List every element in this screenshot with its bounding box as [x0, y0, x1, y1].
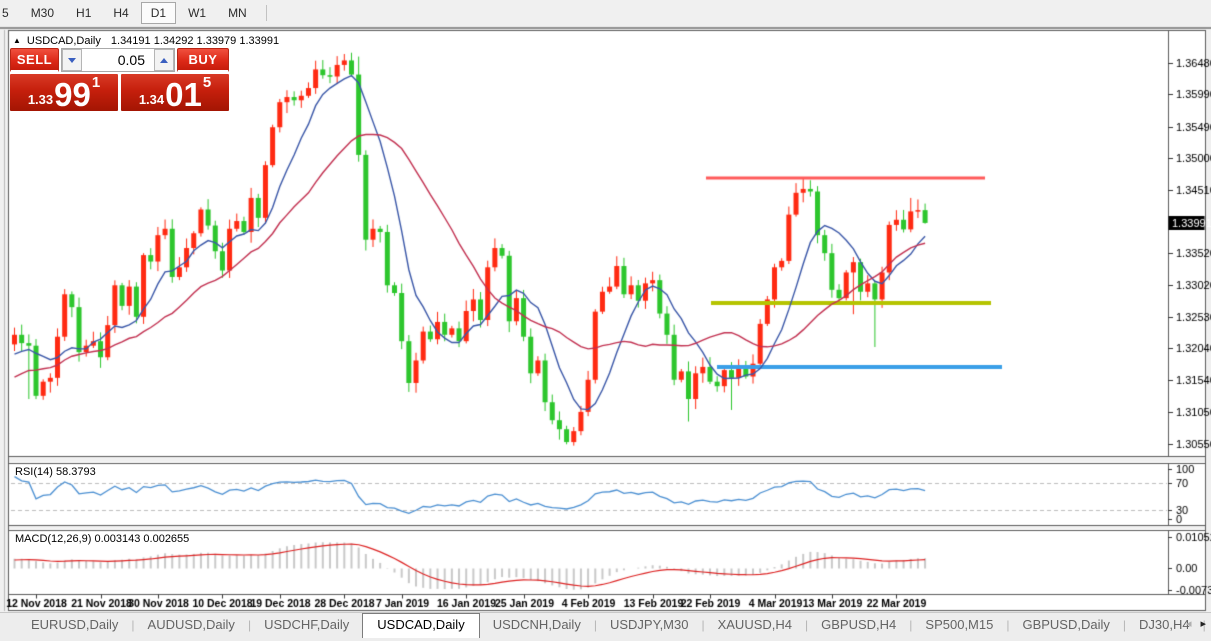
volume-spinner: 0.05: [61, 48, 175, 72]
timeframe-button-D1[interactable]: D1: [140, 2, 177, 24]
sell-price-prefix: 1.33: [27, 92, 54, 107]
chart-ohlc-values: 1.34191 1.34292 1.33979 1.33991: [110, 35, 280, 47]
timeframe-button-MN[interactable]: MN: [218, 2, 257, 24]
chart-tab-active[interactable]: USDCAD,Daily: [362, 613, 480, 638]
volume-input[interactable]: 0.05: [82, 49, 154, 71]
triangle-up-icon: [160, 57, 168, 63]
chart-tab[interactable]: AUDUSD,Daily: [147, 617, 235, 632]
buy-button[interactable]: BUY: [177, 48, 229, 72]
sell-button[interactable]: SELL: [10, 48, 59, 72]
chart-tab[interactable]: XAUUSD,H4: [717, 617, 793, 632]
collapse-icon[interactable]: ▲: [13, 36, 21, 45]
chart-tab[interactable]: DJ30,H4: [1139, 617, 1190, 632]
rsi-pane-header: RSI(14) 58.3793: [15, 466, 96, 478]
chart-tab[interactable]: SP500,M15: [925, 617, 994, 632]
tab-separator: |: [1006, 618, 1010, 632]
tab-separator: |: [593, 618, 597, 632]
chart-tab[interactable]: GBPUSD,H4: [821, 617, 897, 632]
chart-tab[interactable]: USDCNH,Daily: [492, 617, 581, 632]
timeframe-toolbar: 5 M30 H1 H4 D1 W1 MN: [0, 0, 1211, 26]
chart-symbol-title: USDCAD,Daily: [26, 35, 101, 47]
sell-price[interactable]: 1.33 99 1: [10, 74, 118, 111]
tabs-scroll-left-icon[interactable]: ◂: [1185, 618, 1192, 630]
chart-tabs-bar: EURUSD,Daily | AUDUSD,Daily | USDCHF,Daily US…: [0, 612, 1211, 641]
tab-separator: |: [247, 618, 252, 632]
tab-separator: |: [1202, 618, 1206, 632]
chart-tab[interactable]: USDCHF,Daily: [264, 617, 350, 632]
sell-price-main: 99: [54, 75, 91, 113]
chart-tab[interactable]: TECH100,H1: [1206, 613, 1211, 637]
buy-price-pip: 5: [202, 74, 212, 91]
tab-separator: |: [805, 618, 809, 632]
triangle-down-icon: [68, 57, 76, 63]
timeframe-button-5[interactable]: 5: [0, 2, 19, 24]
timeframe-button-H1[interactable]: H1: [66, 2, 101, 24]
volume-increase-button[interactable]: [154, 49, 174, 71]
tabs-scroll-right-icon[interactable]: ▸: [1200, 618, 1206, 630]
buy-price-main: 01: [165, 75, 202, 113]
chart-tab[interactable]: GBPUSD,Daily: [1022, 617, 1110, 632]
timeframe-button-W1[interactable]: W1: [178, 2, 216, 24]
chart-title-row: ▲ USDCAD,Daily 1.34191 1.34292 1.33979 1…: [13, 35, 279, 47]
toolbar-separator: [265, 5, 267, 21]
timeframe-button-H4[interactable]: H4: [103, 2, 138, 24]
chart-tab[interactable]: USDJPY,M30: [609, 617, 689, 632]
chart-tab[interactable]: EURUSD,Daily: [31, 617, 119, 632]
tab-separator: |: [131, 618, 135, 632]
one-click-trading-panel: SELL 0.05 BUY 1.33 99 1 1.34 01 5: [10, 48, 229, 111]
sell-price-pip: 1: [91, 74, 101, 91]
volume-decrease-button[interactable]: [62, 49, 82, 71]
buy-price-prefix: 1.34: [138, 92, 165, 107]
tab-separator: |: [909, 618, 913, 632]
tab-separator: |: [1122, 618, 1127, 632]
buy-price[interactable]: 1.34 01 5: [121, 74, 229, 111]
timeframe-button-M30[interactable]: M30: [21, 2, 64, 24]
macd-pane-header: MACD(12,26,9) 0.003143 0.002655: [15, 533, 190, 545]
tab-separator: |: [701, 618, 705, 632]
